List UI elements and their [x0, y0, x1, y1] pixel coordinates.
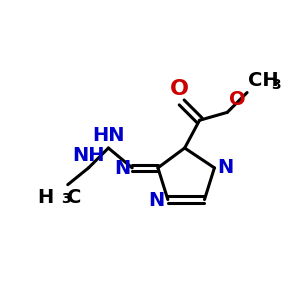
Text: N: N [218, 158, 234, 177]
Text: 3: 3 [271, 77, 281, 92]
Text: H: H [38, 188, 54, 207]
Text: HN: HN [92, 126, 124, 145]
Text: NH: NH [72, 146, 105, 165]
Text: N: N [148, 191, 165, 210]
Text: 3: 3 [61, 192, 70, 206]
Text: C: C [67, 188, 81, 207]
Text: N: N [114, 159, 130, 178]
Text: O: O [170, 80, 189, 100]
Text: O: O [229, 90, 246, 110]
Text: CH: CH [248, 70, 279, 90]
